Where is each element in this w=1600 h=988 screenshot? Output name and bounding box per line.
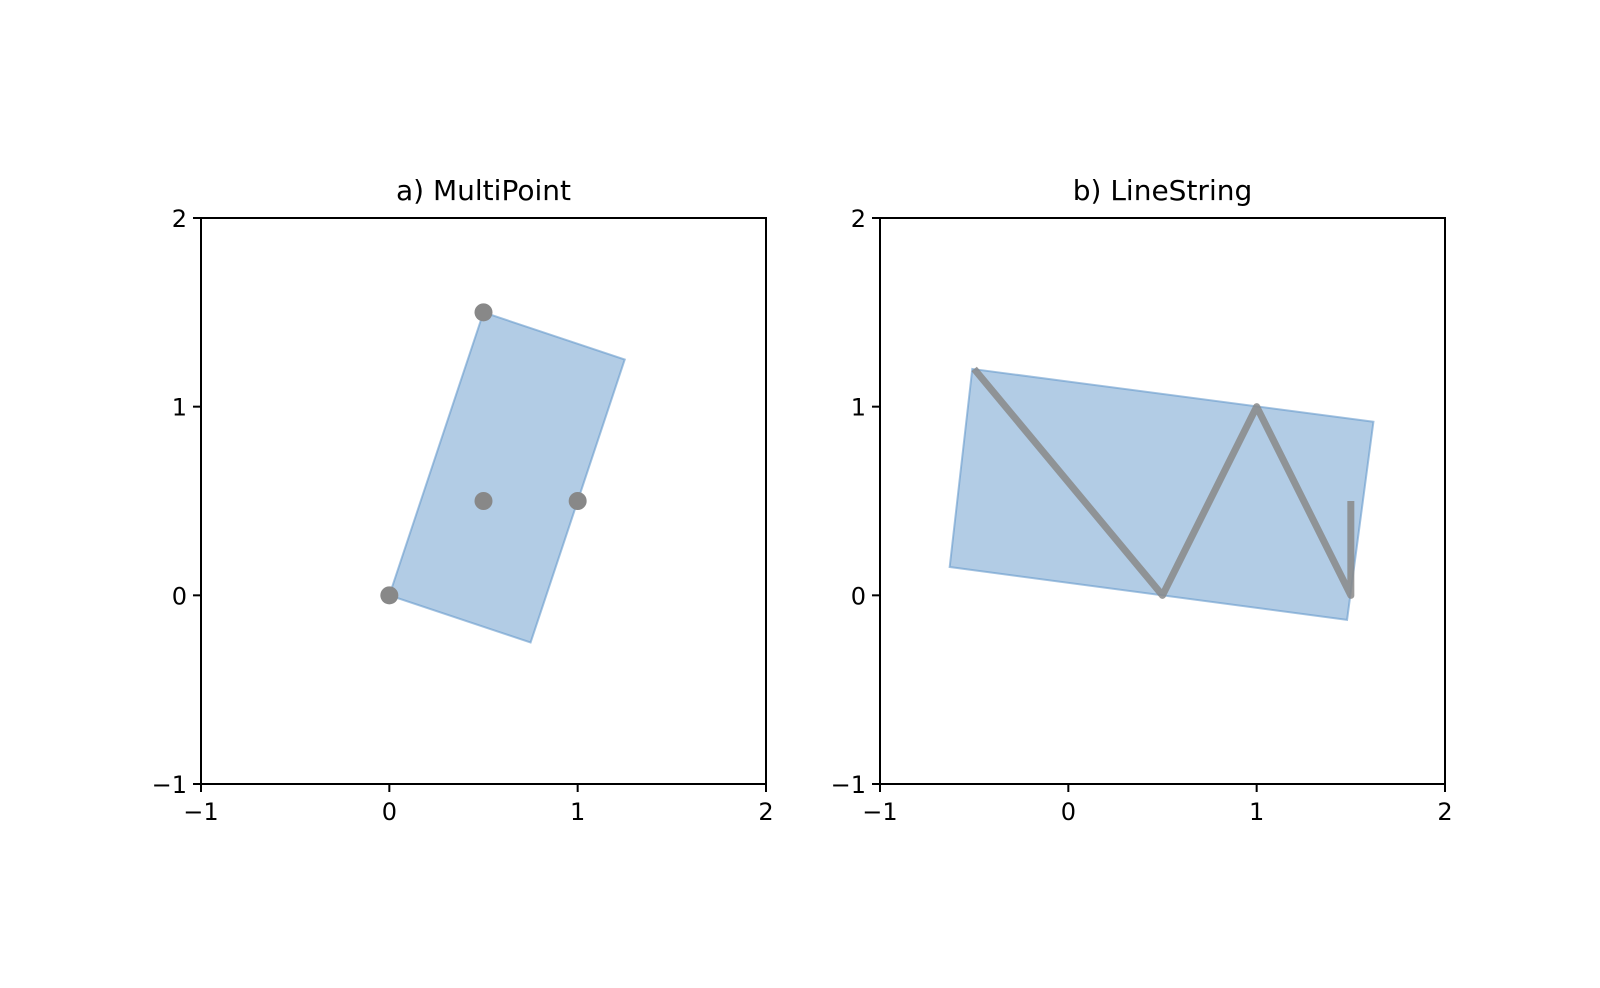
rotated-rectangle [948,367,1375,621]
x-tick-label: 1 [570,798,585,826]
subplot-title: b) LineString [1073,174,1253,207]
point [380,586,399,605]
point [568,492,587,510]
axes-frame [879,217,1446,785]
point [474,492,493,510]
linestring [971,366,1355,599]
x-tick-label: 2 [758,798,773,826]
y-tick-label: 1 [851,394,866,422]
subplot: b) LineString −1 0 1 2 −1 0 1 2 [831,174,1453,826]
y-tick-label: −1 [831,771,866,799]
y-tick-label: −1 [152,771,187,799]
y-tick-label: 2 [851,205,866,233]
y-tick-label: 1 [172,394,187,422]
x-tick-label: 0 [1061,798,1076,826]
y-tick-label: 2 [172,205,187,233]
subplot: a) MultiPoint −1 0 1 2 −1 0 1 2 [152,174,774,826]
y-tick-label: 0 [851,582,866,610]
x-tick-label: −1 [862,798,897,826]
x-tick-label: 1 [1249,798,1264,826]
subplot-title: a) MultiPoint [396,174,571,207]
x-tick-label: 2 [1437,798,1452,826]
x-tick-label: 0 [382,798,397,826]
point [474,303,493,322]
x-tick-label: −1 [183,798,218,826]
axes-frame [200,217,767,785]
rotated-rectangle [388,311,627,644]
y-tick-label: 0 [172,582,187,610]
